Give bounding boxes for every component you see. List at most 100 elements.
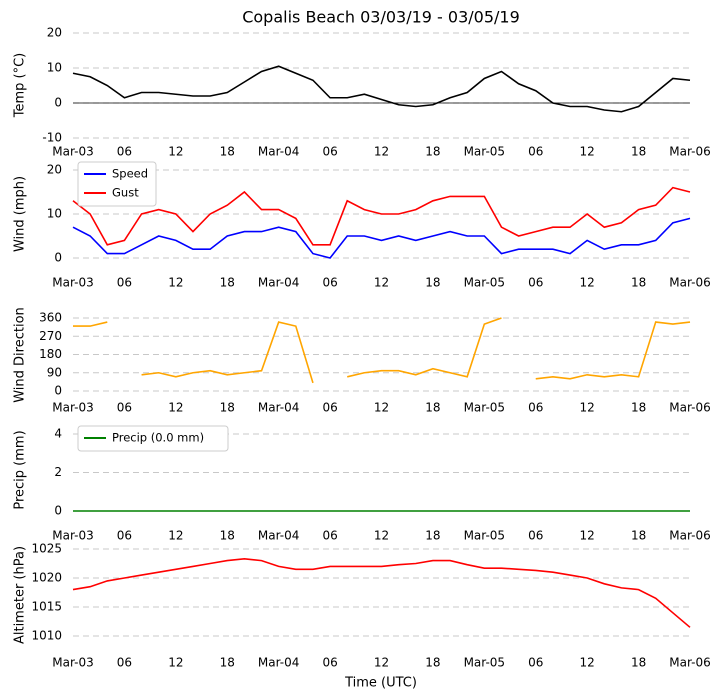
x-tick-label: 12	[374, 145, 389, 159]
x-tick-label: Mar-04	[258, 529, 299, 543]
x-tick-label: 06	[117, 656, 132, 670]
x-tick-label: Mar-04	[258, 276, 299, 290]
x-tick-label: Mar-03	[52, 276, 93, 290]
y-tick-label: 4	[54, 427, 62, 441]
x-tick-label: 06	[322, 145, 337, 159]
y-tick-label: 20	[47, 163, 62, 177]
x-tick-label: Mar-03	[52, 529, 93, 543]
x-tick-label: 18	[631, 145, 646, 159]
x-tick-label: 18	[425, 145, 440, 159]
x-tick-label: 12	[580, 145, 595, 159]
x-tick-label: 18	[220, 656, 235, 670]
x-tick-label: 12	[168, 276, 183, 290]
x-tick-label: 18	[631, 276, 646, 290]
y-tick-label: 360	[39, 311, 62, 325]
x-tick-label: 06	[117, 145, 132, 159]
x-axis-label: Time (UTC)	[344, 676, 417, 691]
x-tick-label: Mar-05	[464, 529, 505, 543]
y-tick-label: 270	[39, 329, 62, 343]
chart-title: Copalis Beach 03/03/19 - 03/05/19	[242, 8, 520, 27]
y-tick-label: 10	[47, 207, 62, 221]
y-tick-label: 0	[54, 251, 62, 265]
x-tick-label: 18	[220, 529, 235, 543]
y-axis-label: Precip (mm)	[13, 430, 28, 509]
y-tick-label: 2	[54, 465, 62, 479]
x-tick-label: 18	[425, 529, 440, 543]
x-tick-label: 18	[425, 401, 440, 415]
legend-label: Speed	[112, 167, 148, 181]
x-tick-label: Mar-03	[52, 656, 93, 670]
x-tick-label: 18	[425, 276, 440, 290]
y-tick-label: 0	[54, 504, 62, 518]
x-tick-label: Mar-04	[258, 401, 299, 415]
y-tick-label: 180	[39, 347, 62, 361]
x-tick-label: Mar-05	[464, 145, 505, 159]
x-tick-label: 12	[168, 401, 183, 415]
series-line	[73, 321, 108, 327]
y-tick-label: 1020	[31, 571, 62, 585]
x-tick-label: 06	[117, 529, 132, 543]
x-tick-label: Mar-06	[669, 145, 710, 159]
x-tick-label: Mar-06	[669, 656, 710, 670]
x-tick-label: 06	[322, 656, 337, 670]
legend-box	[77, 425, 229, 452]
series-line	[141, 321, 314, 384]
series-line	[72, 558, 691, 628]
y-tick-label: 90	[47, 365, 62, 379]
x-tick-label: Mar-05	[464, 276, 505, 290]
x-tick-label: 12	[168, 145, 183, 159]
x-tick-label: 06	[528, 656, 543, 670]
series-line	[72, 186, 691, 246]
legend-label: Gust	[112, 186, 139, 200]
y-tick-label: 1010	[31, 629, 62, 643]
x-tick-label: 12	[374, 401, 389, 415]
y-tick-label: 10	[47, 61, 62, 75]
x-tick-label: 18	[631, 401, 646, 415]
x-tick-label: 12	[168, 529, 183, 543]
x-tick-label: Mar-04	[258, 145, 299, 159]
x-tick-label: 12	[580, 276, 595, 290]
y-tick-label: 1015	[31, 600, 62, 614]
x-tick-label: 12	[580, 656, 595, 670]
x-tick-label: 18	[220, 145, 235, 159]
x-tick-label: 18	[425, 656, 440, 670]
series-line	[72, 217, 691, 259]
x-tick-label: 12	[374, 529, 389, 543]
y-tick-label: 20	[47, 26, 62, 40]
y-axis-label: Altimeter (hPa)	[13, 546, 28, 644]
series-line	[535, 321, 691, 380]
x-tick-label: Mar-05	[464, 401, 505, 415]
x-tick-label: 18	[220, 276, 235, 290]
x-tick-label: 18	[631, 656, 646, 670]
y-tick-label: 0	[54, 384, 62, 398]
x-tick-label: 06	[528, 276, 543, 290]
x-tick-label: 06	[528, 529, 543, 543]
x-tick-label: Mar-03	[52, 401, 93, 415]
x-tick-label: 06	[322, 529, 337, 543]
x-tick-label: 12	[374, 656, 389, 670]
x-tick-label: 06	[528, 401, 543, 415]
series-line	[72, 65, 691, 113]
x-tick-label: Mar-06	[669, 401, 710, 415]
x-tick-label: Mar-05	[464, 656, 505, 670]
x-tick-label: Mar-06	[669, 529, 710, 543]
legend-label: Precip (0.0 mm)	[112, 431, 204, 445]
x-tick-label: 12	[580, 401, 595, 415]
x-tick-label: 12	[580, 529, 595, 543]
x-tick-label: 06	[528, 145, 543, 159]
y-tick-label: -10	[42, 131, 62, 145]
y-tick-label: 0	[54, 96, 62, 110]
y-axis-label: Temp (°C)	[13, 53, 28, 119]
x-tick-label: 12	[168, 656, 183, 670]
x-tick-label: Mar-04	[258, 656, 299, 670]
x-tick-label: 06	[117, 276, 132, 290]
x-tick-label: 18	[220, 401, 235, 415]
y-axis-label: Wind (mph)	[13, 176, 28, 252]
x-tick-label: 12	[374, 276, 389, 290]
y-tick-label: 1025	[31, 542, 62, 556]
x-tick-label: Mar-03	[52, 145, 93, 159]
x-tick-label: 06	[322, 276, 337, 290]
series-line	[347, 317, 502, 378]
x-tick-label: 06	[117, 401, 132, 415]
